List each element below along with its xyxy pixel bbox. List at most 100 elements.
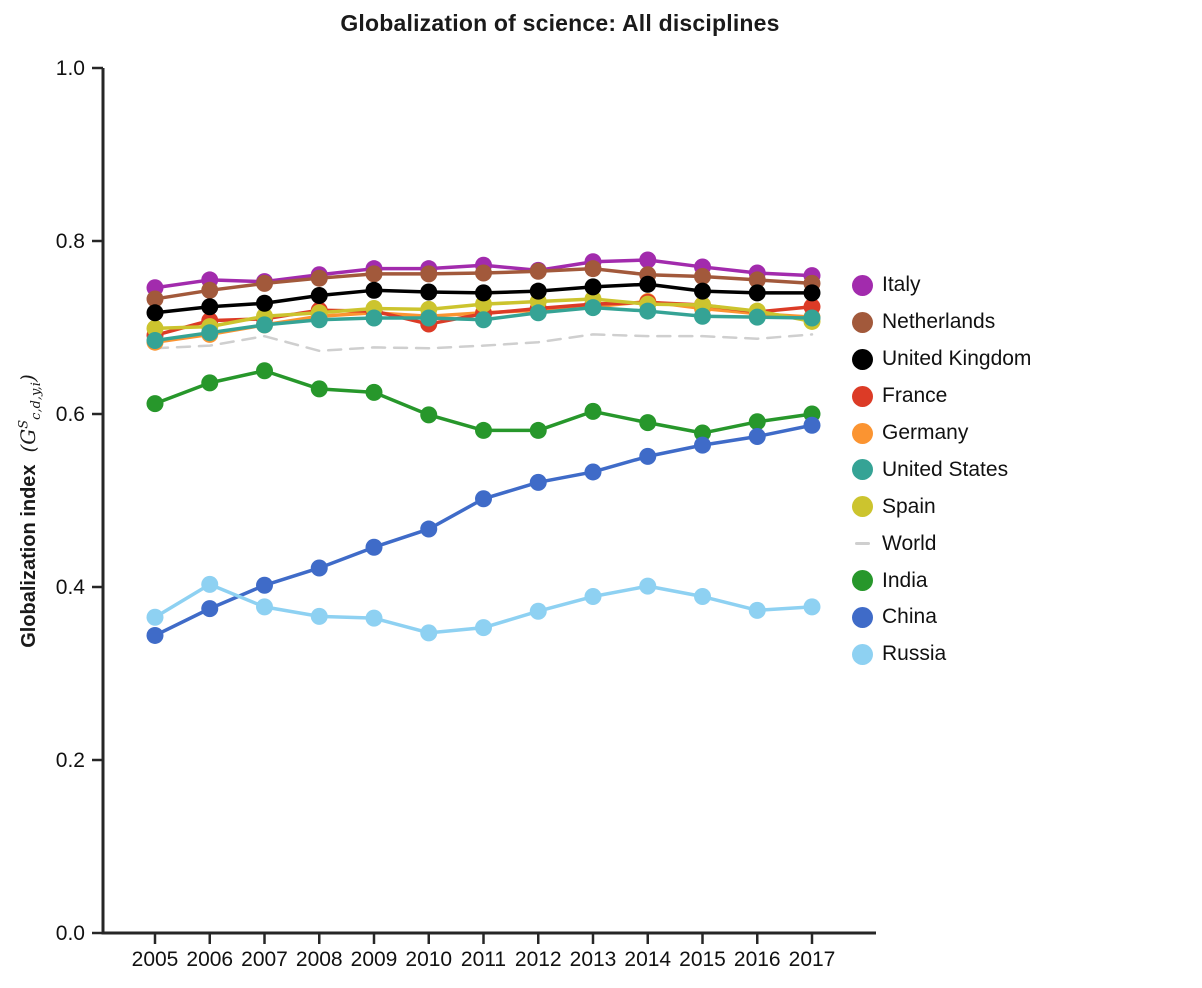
series-point-china xyxy=(529,473,547,491)
series-point-netherlands xyxy=(365,265,383,283)
legend-label-china: China xyxy=(882,605,937,629)
x-tick-label: 2010 xyxy=(405,948,452,971)
legend-item-united-states: United States xyxy=(852,451,1031,488)
series-point-netherlands xyxy=(310,269,328,287)
x-tick-label: 2011 xyxy=(461,948,506,971)
series-point-united-states xyxy=(420,309,438,327)
x-tick-label: 2016 xyxy=(734,948,781,971)
series-point-russia xyxy=(310,607,328,625)
series-point-russia xyxy=(694,588,711,606)
series-point-india xyxy=(365,383,383,401)
legend-dot-icon-germany xyxy=(852,422,873,444)
series-point-united-kingdom xyxy=(748,284,766,302)
x-tick-label: 2012 xyxy=(515,948,562,971)
series-point-united-kingdom xyxy=(310,286,328,304)
series-point-russia xyxy=(475,619,492,637)
legend-label-italy: Italy xyxy=(882,273,921,297)
legend-dot-icon-france xyxy=(852,385,873,407)
x-tick-label: 2007 xyxy=(241,948,288,971)
series-point-china xyxy=(420,520,438,538)
series-point-india xyxy=(475,421,492,439)
series-point-united-states xyxy=(201,324,219,342)
series-point-india xyxy=(639,414,657,432)
series-point-china xyxy=(803,416,821,434)
series-point-netherlands xyxy=(529,262,547,280)
series-point-russia xyxy=(146,608,164,626)
series-point-netherlands xyxy=(694,267,711,285)
series-point-united-states xyxy=(146,331,164,349)
chart-title: Globalization of science: All discipline… xyxy=(340,10,780,36)
series-point-united-kingdom xyxy=(256,294,273,312)
series-point-india xyxy=(748,413,766,431)
legend-item-france: France xyxy=(852,378,1031,415)
series-point-china xyxy=(256,576,273,594)
legend-item-germany: Germany xyxy=(852,415,1031,452)
legend-dot-icon-russia xyxy=(852,643,873,665)
series-point-united-kingdom xyxy=(201,298,219,316)
series-point-india xyxy=(201,374,219,392)
series-point-india xyxy=(420,406,438,424)
series-point-united-states xyxy=(256,316,273,334)
series-point-netherlands xyxy=(475,264,492,282)
series-point-united-states xyxy=(748,308,766,326)
legend-label-india: India xyxy=(882,568,928,592)
legend-label-russia: Russia xyxy=(882,642,947,666)
series-point-russia xyxy=(748,601,766,619)
legend-dot-icon-italy xyxy=(852,274,873,296)
series-point-united-kingdom xyxy=(694,282,711,300)
series-point-united-states xyxy=(529,304,547,322)
series-point-united-states xyxy=(639,302,657,320)
legend-item-india: India xyxy=(852,562,1031,599)
x-tick-label: 2009 xyxy=(351,948,398,971)
series-point-china xyxy=(748,427,766,445)
legend-item-united-kingdom: United Kingdom xyxy=(852,341,1031,378)
series-point-china xyxy=(584,463,602,481)
series-point-united-states xyxy=(694,307,711,325)
series-point-india xyxy=(310,380,328,398)
series-point-india xyxy=(694,424,711,442)
legend-item-netherlands: Netherlands xyxy=(852,304,1031,341)
legend-dot-icon-spain xyxy=(852,496,873,518)
series-point-china xyxy=(201,600,219,618)
legend-item-china: China xyxy=(852,599,1031,636)
legend-item-italy: Italy xyxy=(852,267,1031,304)
legend-label-germany: Germany xyxy=(882,421,969,444)
series-point-united-kingdom xyxy=(365,281,383,299)
series-point-united-states xyxy=(584,299,602,317)
series-point-china xyxy=(475,490,492,508)
series-point-china xyxy=(639,447,657,465)
series-point-united-states xyxy=(365,309,383,327)
legend-item-russia: Russia xyxy=(852,636,1031,673)
x-tick-label: 2015 xyxy=(679,948,726,971)
series-point-russia xyxy=(201,575,219,593)
legend-label-netherlands: Netherlands xyxy=(882,310,996,334)
series-point-russia xyxy=(256,598,273,616)
x-tick-label: 2013 xyxy=(570,948,617,971)
legend-dash-icon-world xyxy=(855,542,870,546)
legend-dot-icon-united-kingdom xyxy=(852,348,873,370)
series-point-united-kingdom xyxy=(803,284,821,302)
legend-dot-icon-netherlands xyxy=(852,311,873,333)
series-point-india xyxy=(529,421,547,439)
series-point-united-kingdom xyxy=(146,304,164,322)
legend-dot-icon-china xyxy=(852,606,873,628)
y-tick-label: 0.6 xyxy=(56,403,85,426)
series-point-russia xyxy=(420,624,438,642)
y-tick-label: 0.2 xyxy=(56,749,85,772)
series-point-netherlands xyxy=(420,265,438,283)
x-tick-label: 2014 xyxy=(624,948,671,971)
series-point-netherlands xyxy=(146,290,164,308)
series-point-russia xyxy=(639,577,657,595)
series-point-united-states xyxy=(475,311,492,329)
legend-item-spain: Spain xyxy=(852,488,1031,525)
series-point-china xyxy=(146,626,164,644)
legend-dot-icon-united-states xyxy=(852,459,873,481)
legend-item-world: World xyxy=(852,525,1031,562)
series-point-india xyxy=(256,362,273,380)
series-point-netherlands xyxy=(201,281,219,299)
legend-label-world: World xyxy=(882,531,937,555)
series-point-india xyxy=(146,395,164,413)
legend-label-united-kingdom: United Kingdom xyxy=(882,347,1032,371)
